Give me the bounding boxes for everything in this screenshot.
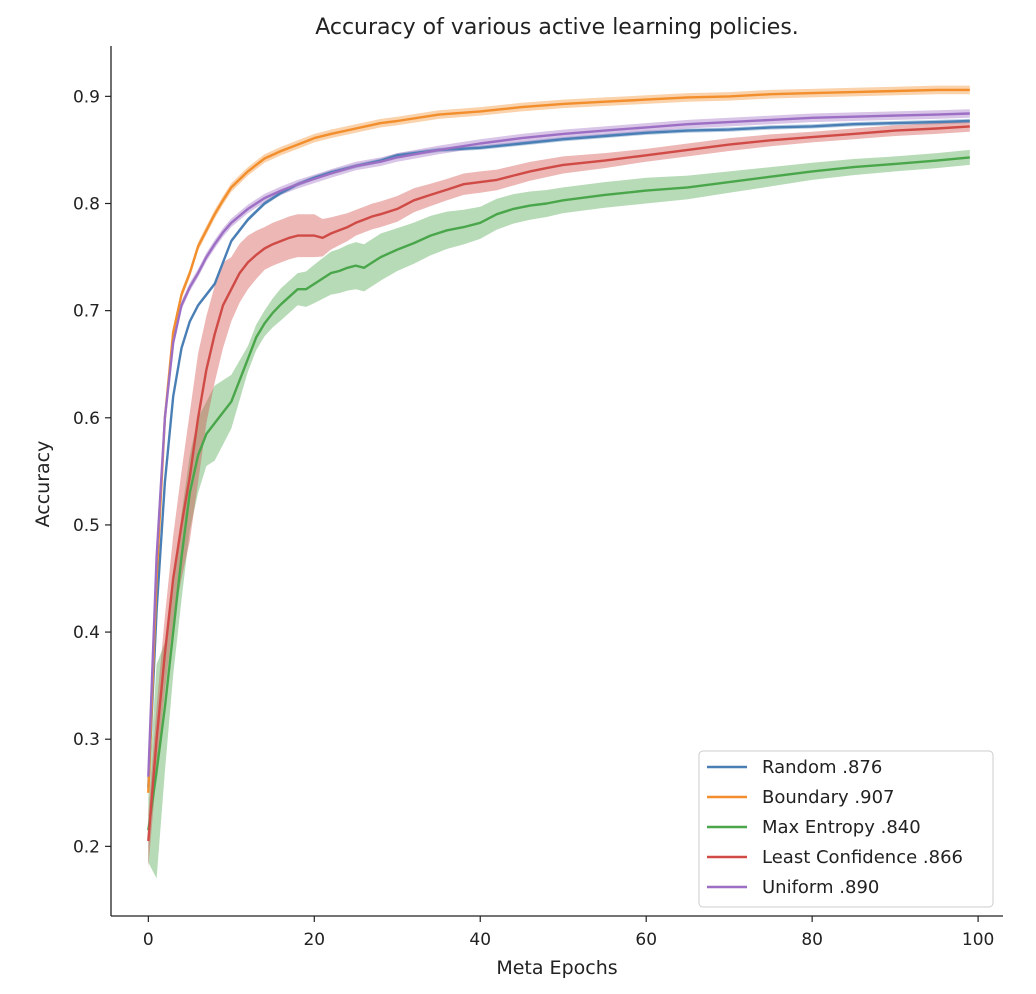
x-tick-label: 60 (635, 930, 657, 950)
x-tick-label: 40 (469, 930, 491, 950)
x-tick-label: 0 (143, 930, 154, 950)
series-line-least-confidence-866 (147, 125, 970, 842)
y-tick-label: 0.7 (73, 302, 100, 322)
y-tick-label: 0.6 (73, 409, 100, 429)
legend-label-uniform-890: Uniform .890 (762, 877, 879, 898)
axes (110, 46, 1003, 917)
y-axis-label: Accuracy (32, 441, 54, 528)
legend: Random .876 Boundary .907 Max Entropy .840… (698, 750, 994, 908)
x-tick-label: 20 (303, 930, 325, 950)
y-tick-label: 0.3 (73, 730, 100, 750)
series-line-boundary-907 (147, 88, 970, 793)
y-tick-label: 0.9 (73, 87, 100, 107)
y-tick-label: 0.5 (73, 516, 100, 536)
band-random-876 (148, 118, 970, 790)
x-tick-label: 100 (962, 930, 994, 950)
x-axis-ticks: 0 20 40 60 80 100 (143, 916, 994, 950)
legend-label-random-876: Random .876 (762, 757, 882, 778)
y-axis-ticks: 0.2 0.3 0.4 0.5 0.6 0.7 0.8 0.9 (73, 87, 111, 857)
legend-label-least-confidence-866: Least Confidence .866 (762, 847, 963, 868)
series-line-uniform-890 (147, 112, 970, 777)
x-axis-label: Meta Epochs (496, 957, 617, 979)
legend-label-max-entropy-840: Max Entropy .840 (762, 817, 921, 838)
series-lines (147, 88, 970, 842)
y-tick-label: 0.4 (73, 623, 100, 643)
series-line-max-entropy-840 (147, 156, 970, 831)
series-line-random-876 (147, 119, 970, 788)
x-tick-label: 80 (801, 930, 823, 950)
chart-title: Accuracy of various active learning poli… (315, 15, 799, 40)
legend-label-boundary-907: Boundary .907 (762, 787, 895, 808)
y-tick-label: 0.2 (73, 837, 100, 857)
legend-frame (698, 750, 994, 908)
y-tick-label: 0.8 (73, 195, 100, 215)
